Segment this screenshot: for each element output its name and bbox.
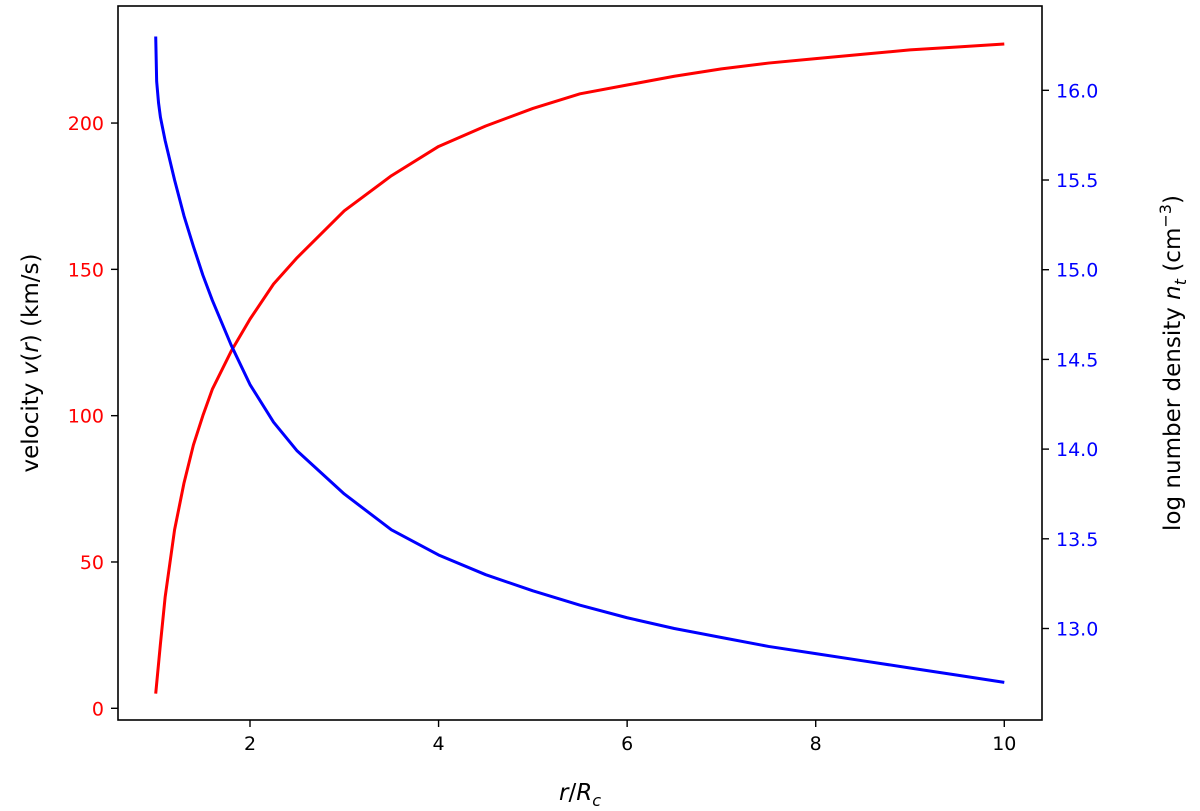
y-left-tick-label: 200 <box>68 113 104 135</box>
y-right-tick-label: 13.5 <box>1056 529 1098 551</box>
y-left-tick-label: 0 <box>92 698 104 720</box>
density-series-line <box>154 36 1005 684</box>
plot-area: 2 4 6 8 1005010015020013.013.514.014.515.015… <box>68 5 1098 755</box>
x-tick-label: 10 <box>992 733 1016 755</box>
x-tick-label: 4 <box>433 733 445 755</box>
y-left-tick-label: 50 <box>80 552 104 574</box>
y-right-tick-label: 14.0 <box>1056 439 1098 461</box>
x-tick-label: 8 <box>810 733 822 755</box>
x-tick-label: 2 <box>244 733 256 755</box>
y-left-tick-label: 100 <box>68 406 104 428</box>
y-right-tick-label: 15.5 <box>1056 170 1098 192</box>
y-axis-right-label: log number density nt (cm−3) <box>1156 195 1190 531</box>
plot-frame <box>117 5 1043 721</box>
y-right-tick-label: 16.0 <box>1056 80 1098 102</box>
y-axis-left-label: velocity v(r) (km/s) <box>18 254 44 473</box>
y-right-tick-label: 14.5 <box>1056 349 1098 371</box>
x-axis-label: r/Rc <box>559 780 601 810</box>
x-tick-label: 6 <box>621 733 633 755</box>
y-right-tick-label: 13.0 <box>1056 619 1098 641</box>
y-right-tick-label: 15.0 <box>1056 260 1098 282</box>
velocity-series-line <box>154 42 1005 694</box>
y-left-tick-label: 150 <box>68 259 104 281</box>
